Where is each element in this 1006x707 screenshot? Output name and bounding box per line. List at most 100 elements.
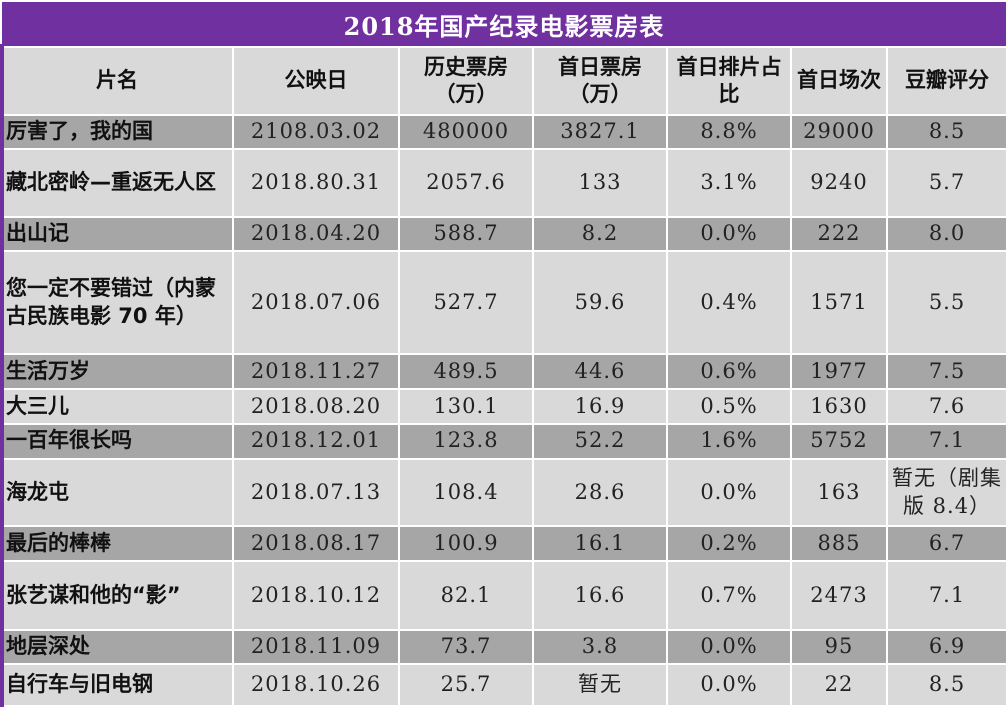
release-date: 2018.80.31 <box>232 147 400 218</box>
release-date: 2018.10.12 <box>232 560 400 631</box>
first-day-box-office: 16.1 <box>532 525 668 563</box>
first-day-share: 0.5% <box>666 387 792 425</box>
douban-rating: 5.7 <box>885 147 1006 218</box>
first-day-share: 0.0% <box>666 457 792 528</box>
total-box-office: 25.7 <box>398 662 534 707</box>
title-row: 2018年国产纪录电影票房表 <box>0 0 1006 48</box>
film-name: 生活万岁 <box>0 353 234 390</box>
first-day-box-office: 8.2 <box>532 215 668 253</box>
header-douban-rating: 豆瓣评分 <box>885 46 1006 116</box>
table-row: 地层深处 2018.11.09 73.7 3.8 0.0% 95 6.9 <box>0 629 1006 665</box>
first-day-box-office: 3827.1 <box>532 114 668 150</box>
film-name: 藏北密岭—重返无人区 <box>0 147 234 218</box>
table-row: 生活万岁 2018.11.27 489.5 44.6 0.6% 1977 7.5 <box>0 353 1006 390</box>
first-day-box-office: 44.6 <box>532 353 668 390</box>
total-box-office: 123.8 <box>398 422 534 460</box>
release-date: 2018.08.17 <box>232 525 400 563</box>
first-day-screenings: 1571 <box>790 250 888 356</box>
first-day-box-office: 16.6 <box>532 560 668 631</box>
first-day-share: 0.7% <box>666 560 792 631</box>
header-total-box-office: 历史票房（万） <box>398 46 534 116</box>
first-day-screenings: 222 <box>790 215 888 253</box>
table-row: 出山记 2018.04.20 588.7 8.2 0.0% 222 8.0 <box>0 215 1006 253</box>
total-box-office: 588.7 <box>398 215 534 253</box>
first-day-screenings: 1977 <box>790 353 888 390</box>
douban-rating: 5.5 <box>885 250 1006 356</box>
douban-rating: 7.1 <box>885 422 1006 460</box>
film-name: 出山记 <box>0 215 234 253</box>
first-day-share: 0.2% <box>666 525 792 563</box>
total-box-office: 527.7 <box>398 250 534 356</box>
first-day-share: 8.8% <box>666 114 792 150</box>
release-date: 2018.07.13 <box>232 457 400 528</box>
first-day-share: 0.6% <box>666 353 792 390</box>
table-row: 藏北密岭—重返无人区 2018.80.31 2057.6 133 3.1% 92… <box>0 147 1006 218</box>
total-box-office: 108.4 <box>398 457 534 528</box>
first-day-screenings: 2473 <box>790 560 888 631</box>
first-day-share: 0.4% <box>666 250 792 356</box>
first-day-screenings: 22 <box>790 662 888 707</box>
first-day-screenings: 5752 <box>790 422 888 460</box>
film-name: 厉害了，我的国 <box>0 114 234 150</box>
table-row: 厉害了，我的国 2108.03.02 480000 3827.1 8.8% 29… <box>0 114 1006 150</box>
table-row: 一百年很长吗 2018.12.01 123.8 52.2 1.6% 5752 7… <box>0 422 1006 460</box>
header-film-name: 片名 <box>0 46 234 116</box>
film-name: 最后的棒棒 <box>0 525 234 563</box>
film-name: 一百年很长吗 <box>0 422 234 460</box>
film-name: 大三儿 <box>0 387 234 425</box>
douban-rating: 7.1 <box>885 560 1006 631</box>
first-day-screenings: 95 <box>790 629 888 665</box>
film-name: 张艺谋和他的“影” <box>0 560 234 631</box>
header-first-day-screenings: 首日场次 <box>790 46 888 116</box>
first-day-box-office: 暂无 <box>532 662 668 707</box>
first-day-screenings: 1630 <box>790 387 888 425</box>
header-first-day-box-office: 首日票房（万） <box>532 46 668 116</box>
left-accent-bar <box>0 44 4 707</box>
total-box-office: 2057.6 <box>398 147 534 218</box>
first-day-screenings: 163 <box>790 457 888 528</box>
first-day-share: 3.1% <box>666 147 792 218</box>
table-title: 2018年国产纪录电影票房表 <box>0 0 1006 48</box>
douban-rating: 暂无（剧集版 8.4） <box>885 457 1006 528</box>
first-day-box-office: 52.2 <box>532 422 668 460</box>
release-date: 2018.07.06 <box>232 250 400 356</box>
total-box-office: 100.9 <box>398 525 534 563</box>
table-row: 您一定不要错过（内蒙古民族电影 70 年） 2018.07.06 527.7 5… <box>0 250 1006 356</box>
header-row: 片名 公映日 历史票房（万） 首日票房（万） 首日排片占比 首日场次 豆瓣评分 <box>0 46 1006 116</box>
film-name: 自行车与旧电钢 <box>0 662 234 707</box>
first-day-box-office: 28.6 <box>532 457 668 528</box>
first-day-share: 0.0% <box>666 662 792 707</box>
table-row: 张艺谋和他的“影” 2018.10.12 82.1 16.6 0.7% 2473… <box>0 560 1006 631</box>
douban-rating: 8.0 <box>885 215 1006 253</box>
first-day-share: 0.0% <box>666 215 792 253</box>
douban-rating: 6.9 <box>885 629 1006 665</box>
release-date: 2108.03.02 <box>232 114 400 150</box>
header-first-day-share: 首日排片占比 <box>666 46 792 116</box>
first-day-share: 1.6% <box>666 422 792 460</box>
table-row: 海龙屯 2018.07.13 108.4 28.6 0.0% 163 暂无（剧集… <box>0 457 1006 528</box>
first-day-share: 0.0% <box>666 629 792 665</box>
first-day-box-office: 16.9 <box>532 387 668 425</box>
release-date: 2018.11.27 <box>232 353 400 390</box>
release-date: 2018.08.20 <box>232 387 400 425</box>
release-date: 2018.10.26 <box>232 662 400 707</box>
total-box-office: 480000 <box>398 114 534 150</box>
film-name: 地层深处 <box>0 629 234 665</box>
total-box-office: 73.7 <box>398 629 534 665</box>
total-box-office: 489.5 <box>398 353 534 390</box>
first-day-screenings: 29000 <box>790 114 888 150</box>
first-day-box-office: 59.6 <box>532 250 668 356</box>
first-day-box-office: 133 <box>532 147 668 218</box>
douban-rating: 8.5 <box>885 114 1006 150</box>
film-name: 您一定不要错过（内蒙古民族电影 70 年） <box>0 250 234 356</box>
douban-rating: 8.5 <box>885 662 1006 707</box>
first-day-screenings: 885 <box>790 525 888 563</box>
first-day-box-office: 3.8 <box>532 629 668 665</box>
release-date: 2018.11.09 <box>232 629 400 665</box>
table-row: 自行车与旧电钢 2018.10.26 25.7 暂无 0.0% 22 8.5 <box>0 662 1006 707</box>
douban-rating: 7.5 <box>885 353 1006 390</box>
film-name: 海龙屯 <box>0 457 234 528</box>
header-release-date: 公映日 <box>232 46 400 116</box>
